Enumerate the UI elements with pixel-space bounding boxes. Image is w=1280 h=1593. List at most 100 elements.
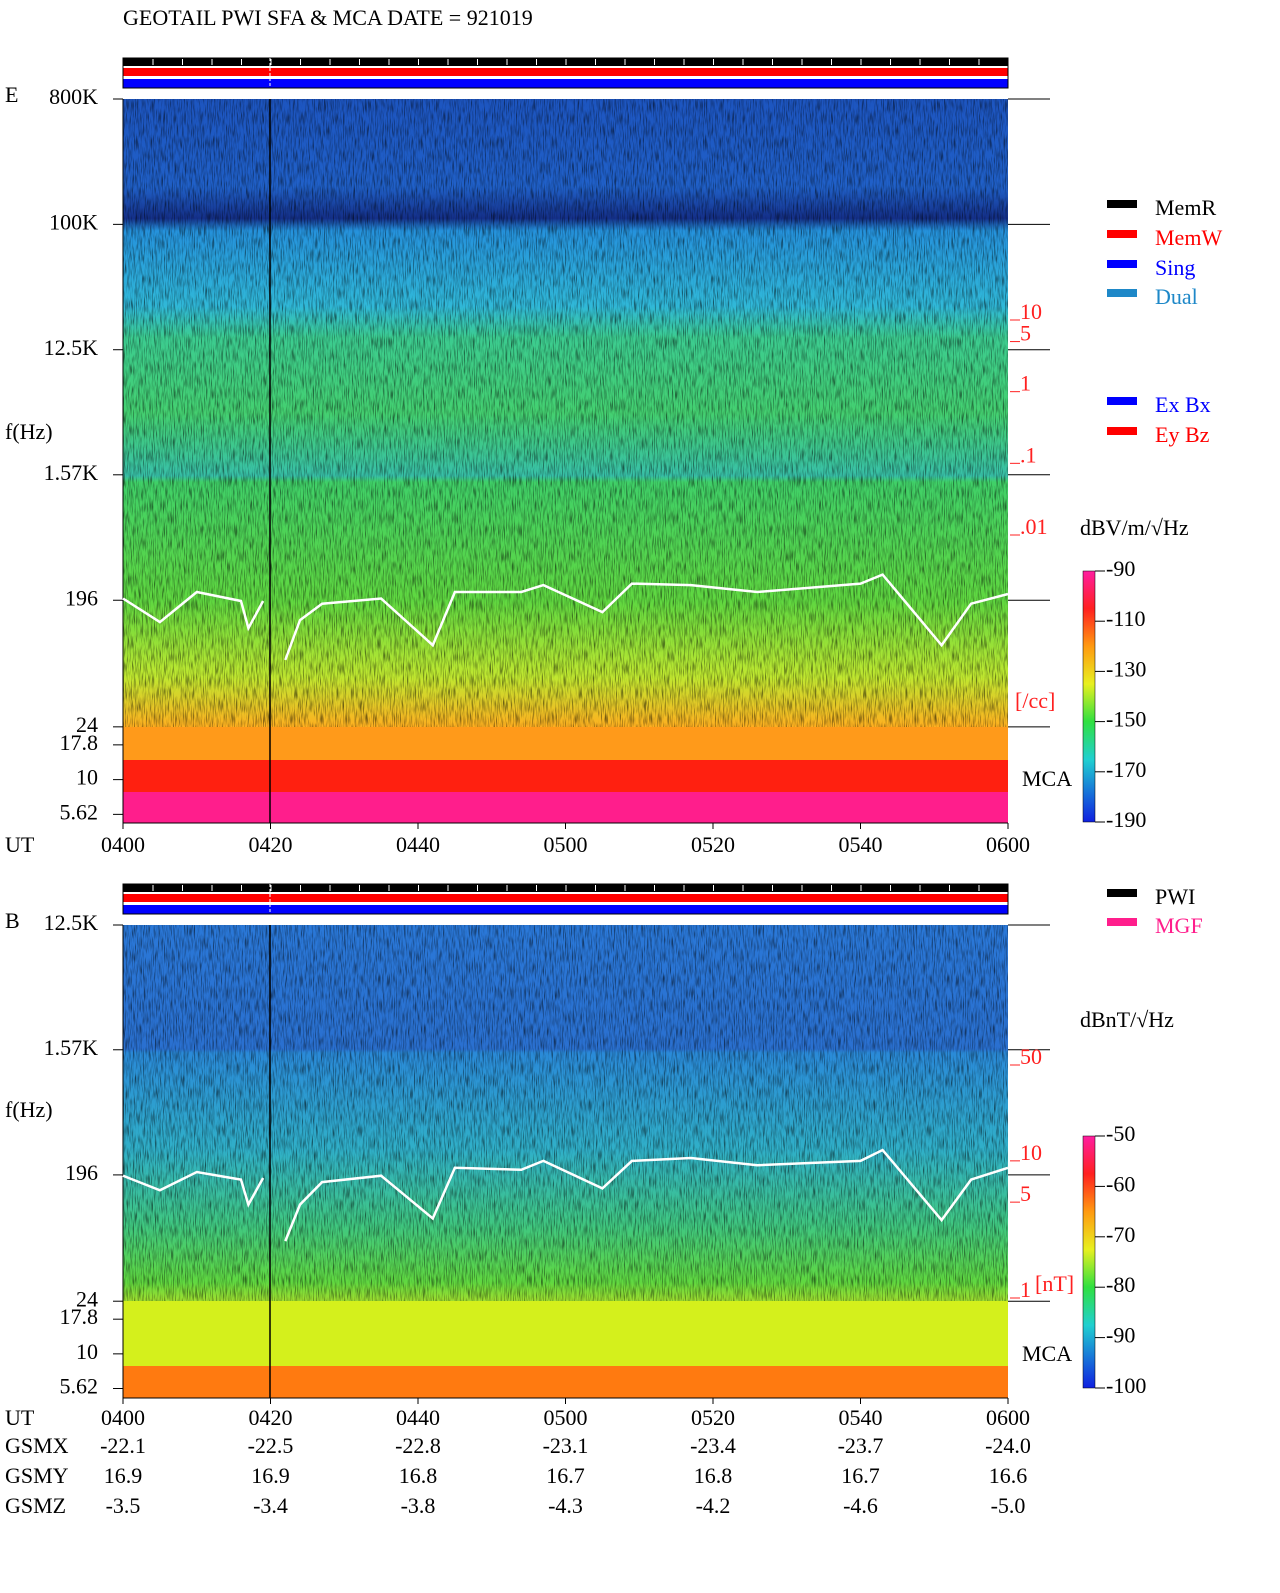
orbit-value: 16.6 bbox=[989, 1463, 1028, 1488]
x-tick-label: 0500 bbox=[544, 1405, 588, 1430]
orbit-value: -4.3 bbox=[548, 1493, 583, 1518]
colorbar-tick-label: -100 bbox=[1106, 1373, 1146, 1398]
y2-tick-label: 5 bbox=[1020, 321, 1031, 346]
y2-tick-label: .01 bbox=[1020, 514, 1048, 539]
legend-label: MemW bbox=[1155, 225, 1222, 250]
status-frame bbox=[122, 883, 1009, 915]
orbit-value: 16.8 bbox=[399, 1463, 438, 1488]
orbit-value: -3.4 bbox=[253, 1493, 288, 1518]
orbit-value: 16.8 bbox=[694, 1463, 733, 1488]
trace-line bbox=[122, 573, 1009, 661]
legend-label: Dual bbox=[1155, 284, 1198, 309]
colorbar-tick-label: -60 bbox=[1106, 1171, 1135, 1196]
orbit-value: -23.1 bbox=[543, 1433, 589, 1458]
panel-label: B bbox=[5, 908, 20, 933]
legend-swatch bbox=[1107, 889, 1137, 897]
orbit-row-label: GSMZ bbox=[5, 1493, 66, 1518]
y2-tick-label: 5 bbox=[1020, 1181, 1031, 1206]
x-axis-label: UT bbox=[5, 832, 35, 857]
spectrogram-texture bbox=[123, 99, 1008, 727]
spectrogram-mca bbox=[123, 760, 1008, 792]
orbit-value: -3.8 bbox=[401, 1493, 436, 1518]
y2-tick-label: 50 bbox=[1020, 1044, 1042, 1069]
colorbar-tick-label: -90 bbox=[1106, 1323, 1135, 1348]
x-tick-label: 0400 bbox=[101, 1405, 145, 1430]
band-label: MCA bbox=[1022, 1341, 1072, 1366]
orbit-value: 16.9 bbox=[104, 1463, 143, 1488]
y-tick-label: 196 bbox=[65, 1160, 98, 1185]
band-label: MCA bbox=[1022, 766, 1072, 791]
y-tick-label: 24 bbox=[76, 1286, 98, 1311]
orbit-value: -22.8 bbox=[395, 1433, 441, 1458]
y-tick-label: 1.57K bbox=[44, 1035, 99, 1060]
legend-label: Sing bbox=[1155, 255, 1195, 280]
x-tick-label: 0440 bbox=[396, 1405, 440, 1430]
x-tick-label: 0500 bbox=[544, 832, 588, 857]
colorbar-label: dBV/m/√Hz bbox=[1080, 515, 1189, 540]
colorbar-tick-label: -50 bbox=[1106, 1121, 1135, 1146]
trace-line bbox=[122, 1148, 1009, 1242]
x-tick-label: 0420 bbox=[249, 832, 293, 857]
y2-tick-label: 1 bbox=[1020, 371, 1031, 396]
legend-swatch bbox=[1107, 918, 1137, 926]
status-memw bbox=[123, 68, 1008, 76]
legend-label: Ey Bz bbox=[1155, 422, 1210, 447]
y-tick-label: 12.5K bbox=[44, 335, 99, 360]
orbit-value: -4.6 bbox=[843, 1493, 878, 1518]
legend-swatch bbox=[1107, 427, 1137, 435]
colorbar-tick-label: -110 bbox=[1106, 606, 1146, 631]
y2-tick-label: 10 bbox=[1020, 299, 1042, 324]
spectrogram-mca bbox=[123, 1301, 1008, 1366]
y-tick-label: 10 bbox=[76, 765, 98, 790]
orbit-row-label: GSMY bbox=[5, 1463, 69, 1488]
y-tick-label: 24 bbox=[76, 712, 98, 737]
y-axis-label: f(Hz) bbox=[5, 1097, 53, 1122]
x-tick-label: 0600 bbox=[986, 1405, 1030, 1430]
legend-swatch bbox=[1107, 230, 1137, 238]
legend-label: PWI bbox=[1155, 884, 1195, 909]
x-tick-label: 0540 bbox=[839, 832, 883, 857]
colorbar-tick-label: -70 bbox=[1106, 1222, 1135, 1247]
colorbar-label: dBnT/√Hz bbox=[1080, 1007, 1174, 1032]
spectrogram-mca bbox=[123, 792, 1008, 823]
status-frame bbox=[122, 57, 1009, 89]
status-sing bbox=[123, 79, 1008, 88]
y-tick-label: 17.8 bbox=[60, 1304, 99, 1329]
y2-axis-label: [nT] bbox=[1035, 1271, 1074, 1296]
legend-label: MemR bbox=[1155, 195, 1216, 220]
orbit-value: -4.2 bbox=[696, 1493, 731, 1518]
spectrogram-mca bbox=[123, 1366, 1008, 1398]
x-tick-label: 0440 bbox=[396, 832, 440, 857]
legend-label: MGF bbox=[1155, 913, 1203, 938]
x-tick-label: 0520 bbox=[691, 832, 735, 857]
orbit-value: -5.0 bbox=[991, 1493, 1026, 1518]
spectrogram-mca bbox=[123, 727, 1008, 760]
y2-tick-label: .1 bbox=[1020, 442, 1037, 467]
figure-title: GEOTAIL PWI SFA & MCA DATE = 921019 bbox=[123, 5, 533, 30]
y-tick-label: 800K bbox=[49, 84, 98, 109]
y-tick-label: 5.62 bbox=[60, 1374, 99, 1399]
orbit-value: -23.7 bbox=[838, 1433, 884, 1458]
colorbar bbox=[1082, 1135, 1096, 1389]
orbit-value: 16.7 bbox=[546, 1463, 585, 1488]
legend-label: Ex Bx bbox=[1155, 392, 1211, 417]
y-tick-label: 10 bbox=[76, 1339, 98, 1364]
status-sing bbox=[123, 905, 1008, 914]
y2-axis-label: [/cc] bbox=[1015, 688, 1055, 713]
y-tick-label: 17.8 bbox=[60, 730, 99, 755]
y-tick-label: 1.57K bbox=[44, 460, 99, 485]
x-tick-label: 0540 bbox=[839, 1405, 883, 1430]
y-axis-label: f(Hz) bbox=[5, 419, 53, 444]
orbit-value: -22.5 bbox=[248, 1433, 294, 1458]
orbit-value: 16.7 bbox=[841, 1463, 880, 1488]
y-tick-label: 100K bbox=[49, 209, 98, 234]
colorbar-tick-label: -80 bbox=[1106, 1272, 1135, 1297]
colorbar-tick-label: -190 bbox=[1106, 807, 1146, 832]
colorbar-tick-label: -150 bbox=[1106, 707, 1146, 732]
y2-tick-label: 1 bbox=[1020, 1277, 1031, 1302]
legend-swatch bbox=[1107, 397, 1137, 405]
colorbar bbox=[1082, 570, 1096, 823]
y2-tick-label: 10 bbox=[1020, 1140, 1042, 1165]
legend-swatch bbox=[1107, 289, 1137, 297]
